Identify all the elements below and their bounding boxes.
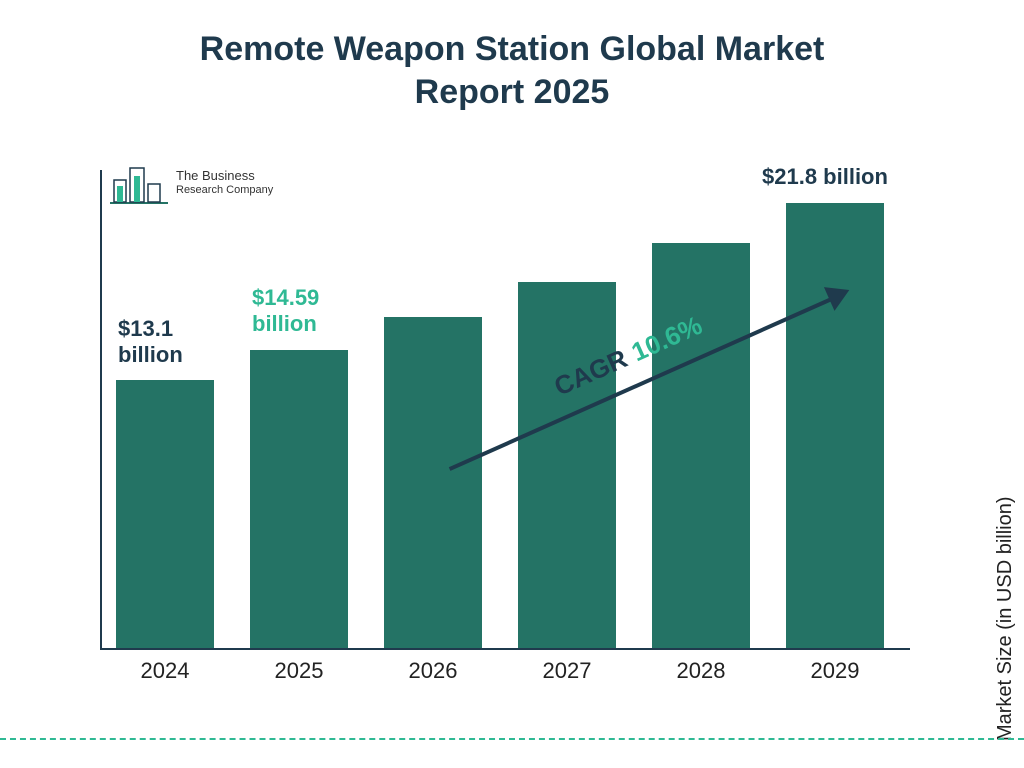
bar-2025 [250,350,348,648]
x-axis [100,648,910,650]
x-label-2027: 2027 [518,658,616,684]
title-line1: Remote Weapon Station Global Market [200,30,825,68]
value-label-2025: $14.59billion [252,285,319,338]
value-label-2029: $21.8 billion [762,164,888,190]
x-label-2029: 2029 [786,658,884,684]
value-label-2024: $13.1billion [118,316,183,369]
divider-dashed [0,738,1024,740]
bar-chart: 202420252026202720282029$13.1billion$14.… [100,170,910,650]
trend-arrow-line [449,296,834,470]
title-line2: Report 2025 [415,73,610,111]
x-label-2026: 2026 [384,658,482,684]
chart-title: Remote Weapon Station Global Market Repo… [0,28,1024,113]
x-label-2025: 2025 [250,658,348,684]
y-axis [100,170,102,650]
bar-2024 [116,380,214,648]
x-label-2024: 2024 [116,658,214,684]
y-axis-label: Market Size (in USD billion) [995,497,1018,742]
x-label-2028: 2028 [652,658,750,684]
